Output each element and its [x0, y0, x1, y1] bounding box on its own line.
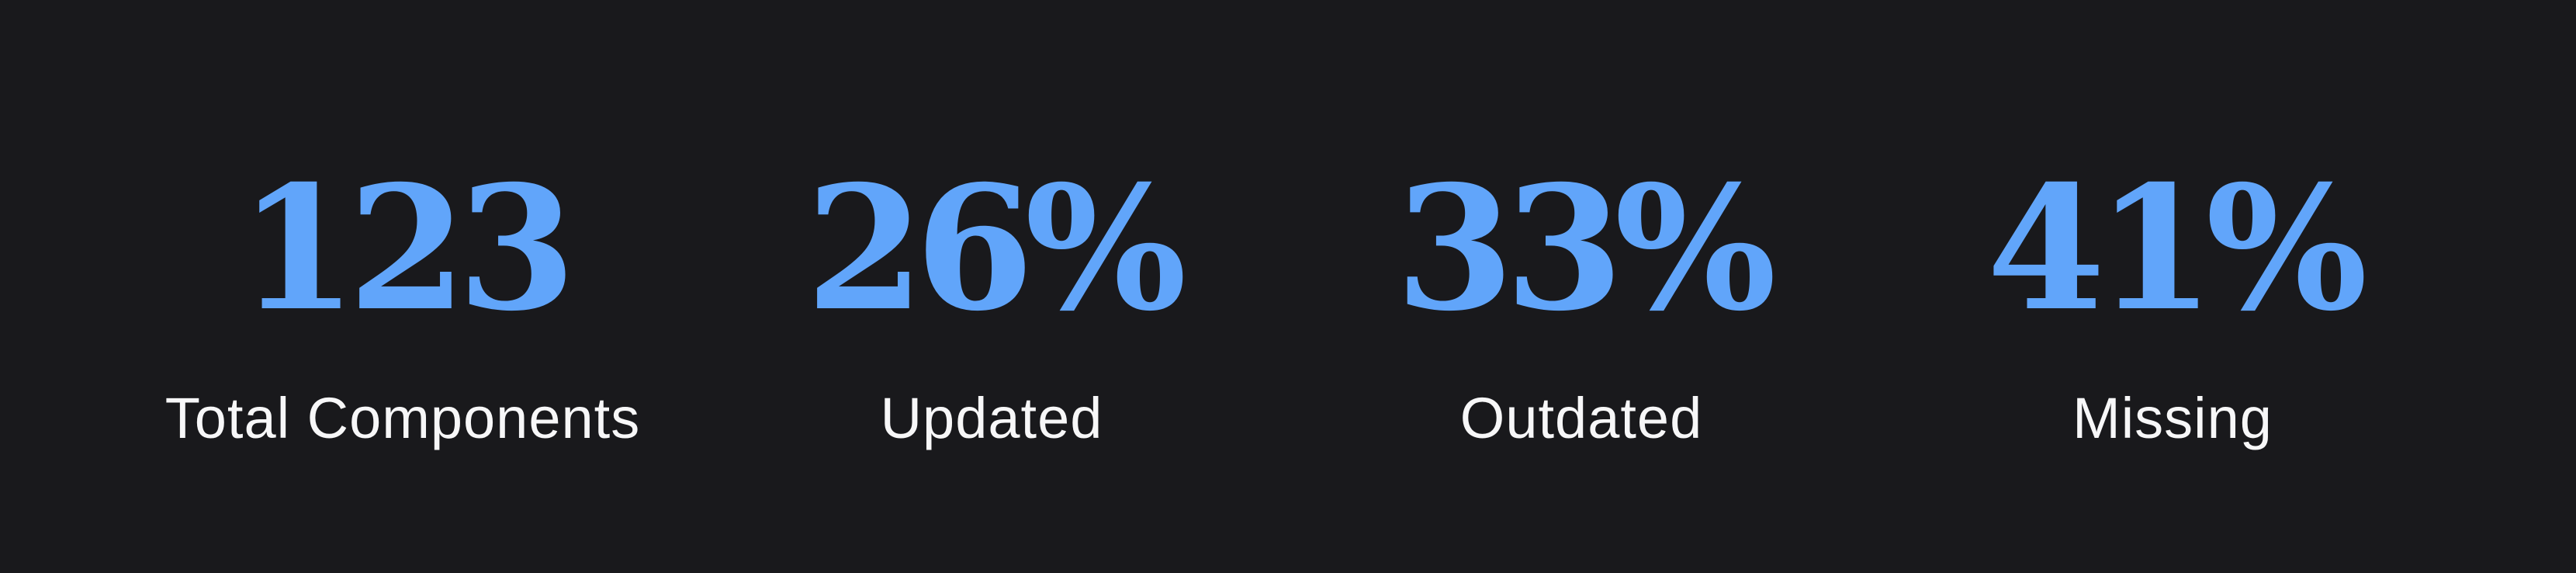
stat-total-components: 123 Total Components [108, 148, 698, 452]
stat-value: 123 [238, 148, 576, 349]
stat-label: Updated [880, 386, 1103, 450]
stat-value: 26% [805, 148, 1186, 349]
stat-label: Missing [2072, 386, 2273, 450]
stat-label: Outdated [1459, 386, 1703, 450]
stat-value: 41% [1986, 148, 2367, 349]
stat-missing: 41% Missing [1878, 148, 2467, 452]
stat-updated: 26% Updated [697, 148, 1286, 452]
stat-label: Total Components [164, 386, 641, 450]
stat-outdated: 33% Outdated [1286, 148, 1876, 452]
stat-value: 33% [1395, 148, 1776, 349]
